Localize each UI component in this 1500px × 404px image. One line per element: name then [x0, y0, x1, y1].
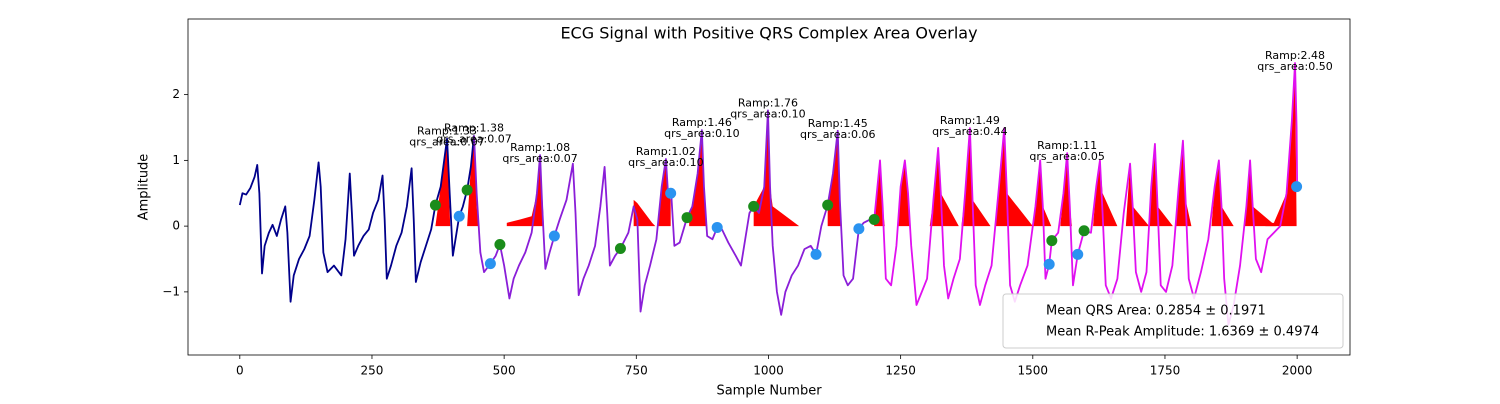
offset-point [484, 258, 496, 270]
offset-point [665, 187, 677, 199]
y-tick-label: 2 [172, 87, 180, 101]
legend-entry: Mean QRS Area: 0.2854 ± 0.1971 [1046, 304, 1266, 319]
offset-point [853, 223, 865, 235]
onset-point [822, 199, 834, 211]
annotation: Ramp:1.38 [444, 121, 504, 134]
x-axis-label: Sample Number [716, 384, 822, 399]
onset-point [681, 212, 693, 224]
annotation: qrs_area:0.05 [1029, 150, 1104, 163]
annotation: Ramp:1.49 [940, 114, 1000, 127]
annotation: qrs_area:0.07 [436, 132, 511, 145]
annotation: qrs_area:0.06 [800, 128, 875, 141]
annotation: Ramp:1.45 [808, 117, 868, 130]
qrs-area [1265, 63, 1297, 227]
x-tick-label: 1500 [1018, 364, 1049, 378]
onset-point [494, 239, 506, 251]
x-tick-label: 2000 [1282, 364, 1313, 378]
annotation: Ramp:1.46 [672, 116, 732, 129]
annotation: qrs_area:0.10 [628, 156, 703, 169]
x-tick-label: 0 [236, 364, 244, 378]
annotation: qrs_area:0.07 [502, 152, 577, 165]
annotation: qrs_area:0.50 [1257, 60, 1332, 73]
annotation: qrs_area:0.10 [730, 107, 805, 120]
qrs-area [1175, 140, 1192, 227]
annotation: qrs_area:0.44 [932, 125, 1007, 138]
annotation: Ramp:1.11 [1037, 139, 1097, 152]
onset-point [614, 242, 626, 254]
onset-point [1046, 235, 1058, 247]
onset-point [429, 199, 441, 211]
legend-box [1002, 293, 1344, 349]
qrs-area [994, 128, 1033, 227]
x-tick-label: 500 [493, 364, 516, 378]
qrs-area [897, 160, 911, 227]
qrs-area [467, 135, 479, 227]
annotation: qrs_area:0.07 [409, 136, 484, 149]
y-tick-label: 1 [172, 153, 180, 167]
annotation: Ramp:1.76 [738, 96, 798, 109]
qrs-area [633, 199, 656, 227]
y-tick-label: −1 [162, 284, 180, 298]
qrs-area [1125, 163, 1150, 227]
offset-point [810, 248, 822, 260]
offset-point [548, 230, 560, 242]
x-tick-label: 1000 [753, 364, 784, 378]
offset-point [711, 221, 723, 233]
annotation: Ramp:1.02 [636, 145, 696, 158]
onset-point [1078, 225, 1090, 237]
qrs-area [435, 138, 460, 227]
x-tick-label: 750 [625, 364, 648, 378]
plot-frame [187, 18, 1351, 356]
offset-point [453, 210, 465, 222]
offset-point [1291, 181, 1303, 193]
offset-point [1043, 258, 1055, 270]
legend-entry: Mean R-Peak Amplitude: 1.6369 ± 0.4974 [1046, 325, 1319, 340]
y-tick-label: 0 [172, 219, 180, 233]
onset-point [461, 184, 473, 196]
onset-point [748, 200, 760, 212]
x-tick-label: 250 [361, 364, 384, 378]
annotation: qrs_area:0.10 [664, 127, 739, 140]
qrs-area [753, 110, 800, 227]
x-tick-label: 1250 [885, 364, 916, 378]
x-tick-label: 1750 [1150, 364, 1181, 378]
annotation: Ramp:2.48 [1265, 49, 1325, 62]
onset-point [868, 214, 880, 226]
chart-title: ECG Signal with Positive QRS Complex Are… [560, 24, 977, 43]
y-axis-label: Amplitude [137, 154, 152, 221]
qrs-area [1093, 160, 1118, 227]
qrs-area [657, 159, 671, 227]
annotation: Ramp:1.33 [417, 125, 477, 138]
plot-area [238, 62, 1303, 326]
offset-point [1072, 248, 1084, 260]
annotation: Ramp:1.08 [510, 141, 570, 154]
